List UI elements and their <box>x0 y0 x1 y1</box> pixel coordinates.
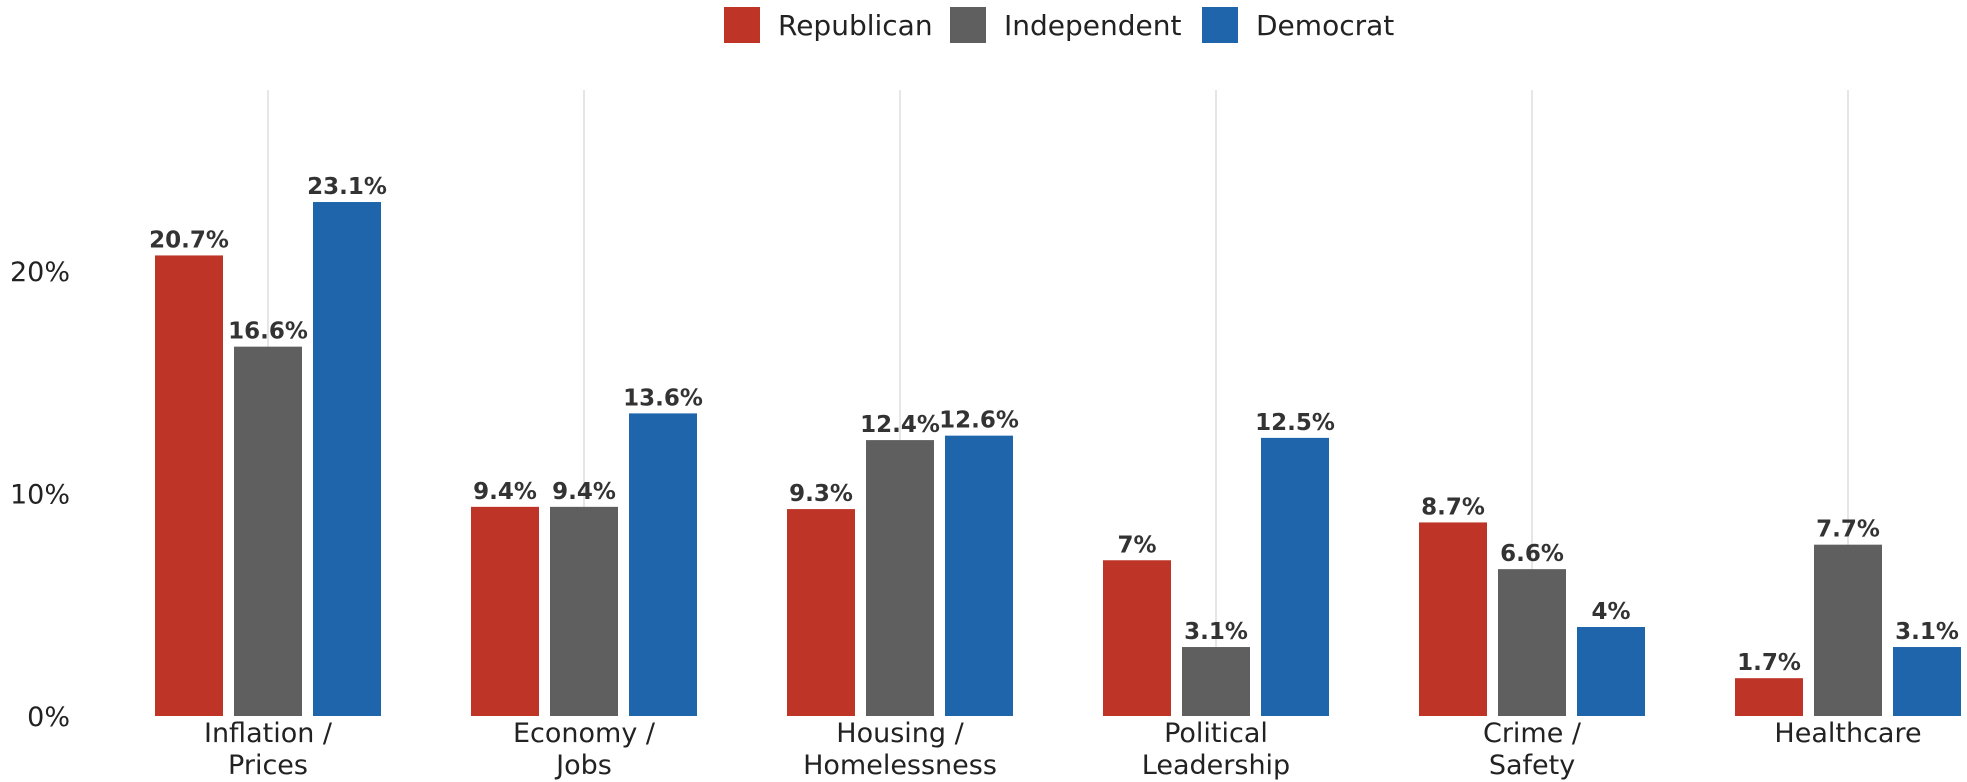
bar-independent <box>866 440 934 716</box>
legend-label-democrat: Democrat <box>1256 9 1394 42</box>
x-tick-label: Inflation / Prices <box>204 718 333 781</box>
data-label: 7% <box>1117 532 1156 558</box>
bar-republican <box>787 509 855 716</box>
legend-swatch-democrat <box>1202 7 1238 43</box>
data-label: 7.7% <box>1816 517 1880 543</box>
data-label: 16.6% <box>228 319 308 345</box>
bar-democrat <box>629 413 697 716</box>
bar-independent <box>1814 544 1882 716</box>
data-labels: 20.7% 9.4% 9.3% 7% 8.7% 1.7% 16.6% 9.4% 12.4% 3.1… <box>149 174 1959 676</box>
data-label: 3.1% <box>1895 619 1959 645</box>
y-tick-label: 10% <box>10 480 70 511</box>
data-label: 1.7% <box>1737 650 1801 676</box>
data-label: 9.4% <box>473 479 537 505</box>
x-axis: Inflation / Prices Economy / Jobs Housing / H… <box>204 718 1922 781</box>
bar-independent <box>550 506 618 716</box>
data-label: 6.6% <box>1500 541 1564 567</box>
data-label: 23.1% <box>307 174 387 200</box>
data-label: 9.3% <box>789 481 853 507</box>
bar-independent <box>1182 647 1250 716</box>
legend-swatch-republican <box>724 7 760 43</box>
x-tick-label: Healthcare <box>1774 718 1921 749</box>
y-tick-label: 20% <box>10 257 70 288</box>
y-axis: 0% 10% 20% <box>10 257 70 733</box>
bar-republican <box>1419 522 1487 716</box>
data-label: 3.1% <box>1184 619 1248 645</box>
legend-label-republican: Republican <box>778 9 933 42</box>
bar-republican <box>471 506 539 716</box>
bar-independent <box>1498 569 1566 716</box>
legend: Republican Independent Democrat <box>724 7 1394 43</box>
data-label: 12.5% <box>1255 410 1335 436</box>
data-label: 12.4% <box>860 412 940 438</box>
data-label: 13.6% <box>623 385 703 411</box>
bar-republican <box>155 255 223 717</box>
bar-republican <box>1103 560 1171 716</box>
legend-label-independent: Independent <box>1004 9 1181 42</box>
bar-independent <box>234 346 302 716</box>
data-label: 20.7% <box>149 227 229 253</box>
x-tick-label: Economy / Jobs <box>513 718 656 781</box>
bar-republican <box>1735 678 1803 716</box>
bar-democrat <box>1261 437 1329 716</box>
data-label: 9.4% <box>552 479 616 505</box>
y-tick-label: 0% <box>27 702 70 733</box>
bar-democrat <box>1577 627 1645 716</box>
x-tick-label: Crime / Safety <box>1483 718 1582 781</box>
data-label: 4% <box>1591 599 1630 625</box>
x-tick-label: Political Leadership <box>1142 718 1290 781</box>
bars <box>155 202 1961 717</box>
bar-democrat <box>1893 647 1961 716</box>
bar-democrat <box>313 202 381 716</box>
bar-democrat <box>945 435 1013 716</box>
data-label: 8.7% <box>1421 494 1485 520</box>
x-tick-label: Housing / Homelessness <box>803 718 997 781</box>
data-label: 12.6% <box>939 408 1019 434</box>
legend-swatch-independent <box>950 7 986 43</box>
